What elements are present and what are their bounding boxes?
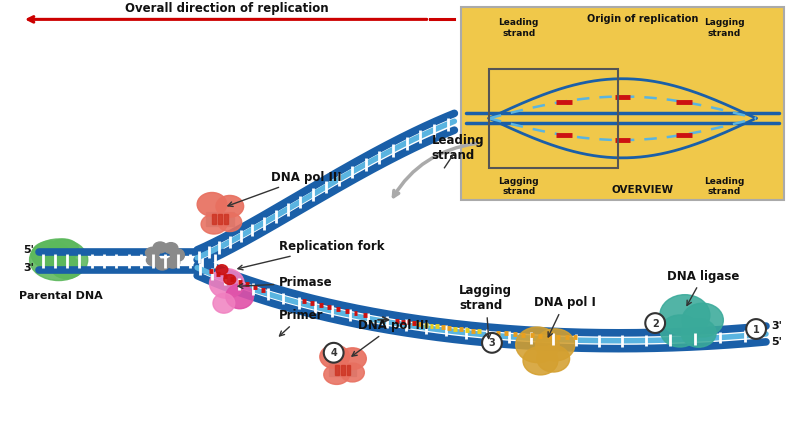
Text: DNA pol III: DNA pol III: [228, 170, 342, 206]
Ellipse shape: [218, 213, 242, 232]
Ellipse shape: [523, 346, 558, 375]
Circle shape: [746, 319, 766, 339]
Ellipse shape: [166, 257, 180, 268]
Text: Lagging
strand: Lagging strand: [460, 284, 513, 338]
Text: Primase: Primase: [238, 276, 333, 289]
Text: Primer: Primer: [279, 309, 324, 336]
Text: 5': 5': [771, 337, 782, 347]
Text: Lagging
strand: Lagging strand: [498, 177, 539, 197]
Bar: [341, 365, 345, 374]
Text: 3: 3: [489, 338, 495, 348]
Text: Leading
strand: Leading strand: [704, 177, 744, 197]
Text: Leading
strand: Leading strand: [432, 134, 484, 162]
Text: 2: 2: [652, 319, 659, 329]
Ellipse shape: [146, 255, 161, 266]
Ellipse shape: [164, 243, 178, 254]
Circle shape: [324, 343, 343, 362]
Ellipse shape: [660, 315, 699, 347]
Ellipse shape: [48, 239, 79, 261]
Text: Lagging
strand: Lagging strand: [704, 19, 745, 38]
Ellipse shape: [197, 192, 227, 216]
Bar: [218, 214, 222, 224]
Text: Origin of replication: Origin of replication: [587, 14, 698, 24]
Ellipse shape: [536, 329, 575, 361]
Bar: [224, 214, 228, 224]
Ellipse shape: [339, 348, 366, 370]
Ellipse shape: [681, 319, 716, 347]
Ellipse shape: [51, 257, 81, 279]
Ellipse shape: [341, 363, 365, 382]
Bar: [461, 6, 784, 200]
Bar: [489, 69, 618, 168]
Text: Replication fork: Replication fork: [238, 240, 384, 270]
Ellipse shape: [660, 295, 710, 335]
Text: DNA pol III: DNA pol III: [352, 319, 429, 356]
Ellipse shape: [213, 293, 235, 313]
Ellipse shape: [32, 241, 70, 269]
Text: OVERVIEW: OVERVIEW: [611, 185, 673, 195]
Text: Leading
strand: Leading strand: [498, 19, 539, 38]
Ellipse shape: [682, 303, 723, 337]
Ellipse shape: [216, 265, 228, 275]
Text: Parental DNA: Parental DNA: [19, 292, 103, 301]
Text: 3': 3': [771, 321, 782, 331]
Ellipse shape: [226, 284, 254, 309]
Ellipse shape: [153, 242, 167, 253]
Bar: [329, 362, 357, 376]
Ellipse shape: [210, 269, 244, 298]
Text: Overall direction of replication: Overall direction of replication: [125, 3, 328, 16]
Text: 5': 5': [23, 245, 34, 255]
Circle shape: [482, 333, 501, 353]
Text: 1: 1: [753, 325, 759, 335]
Ellipse shape: [320, 345, 350, 368]
Text: DNA ligase: DNA ligase: [667, 270, 740, 306]
Ellipse shape: [516, 327, 559, 362]
Circle shape: [645, 313, 665, 333]
Ellipse shape: [155, 259, 169, 270]
Text: 3': 3': [23, 262, 34, 273]
Ellipse shape: [201, 214, 227, 234]
Ellipse shape: [29, 239, 88, 281]
Bar: [335, 365, 339, 374]
Ellipse shape: [224, 275, 236, 284]
Ellipse shape: [170, 249, 184, 260]
Ellipse shape: [324, 365, 350, 384]
Bar: [206, 212, 234, 226]
Ellipse shape: [537, 345, 570, 372]
Ellipse shape: [216, 195, 244, 217]
Bar: [346, 365, 350, 374]
Bar: [212, 214, 216, 224]
Ellipse shape: [146, 247, 159, 258]
Text: 4: 4: [331, 348, 337, 358]
Text: DNA pol I: DNA pol I: [533, 296, 596, 337]
Ellipse shape: [170, 250, 184, 261]
